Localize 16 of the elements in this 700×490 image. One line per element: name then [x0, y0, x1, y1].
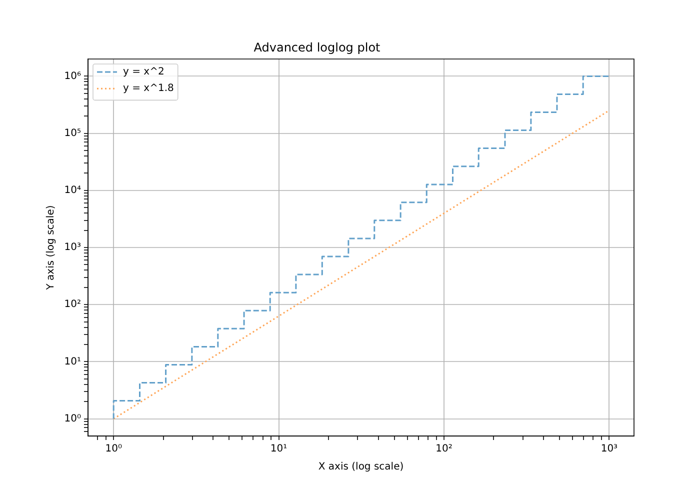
x-tick-label: 10³	[600, 444, 618, 455]
y-tick-label: 10²	[64, 299, 81, 310]
legend-label: y = x^2	[123, 66, 164, 78]
x-tick-label: 10⁰	[105, 444, 122, 455]
y-tick-label: 10³	[64, 242, 81, 254]
y-tick-label: 10¹	[64, 356, 81, 368]
y-tick-label: 10⁶	[64, 70, 81, 82]
y-axis-title: Y axis (log scale)	[46, 205, 57, 291]
y-tick-label: 10⁴	[64, 184, 81, 196]
x-tick-label: 10¹	[270, 444, 288, 455]
chart-title: Advanced loglog plot	[254, 40, 381, 54]
y-tick-label: 10⁵	[64, 128, 81, 139]
legend-label: y = x^1.8	[123, 83, 174, 94]
x-axis-title: X axis (log scale)	[318, 462, 404, 473]
y-tick-label: 10⁰	[64, 413, 81, 424]
x-tick-label: 10²	[436, 444, 452, 455]
